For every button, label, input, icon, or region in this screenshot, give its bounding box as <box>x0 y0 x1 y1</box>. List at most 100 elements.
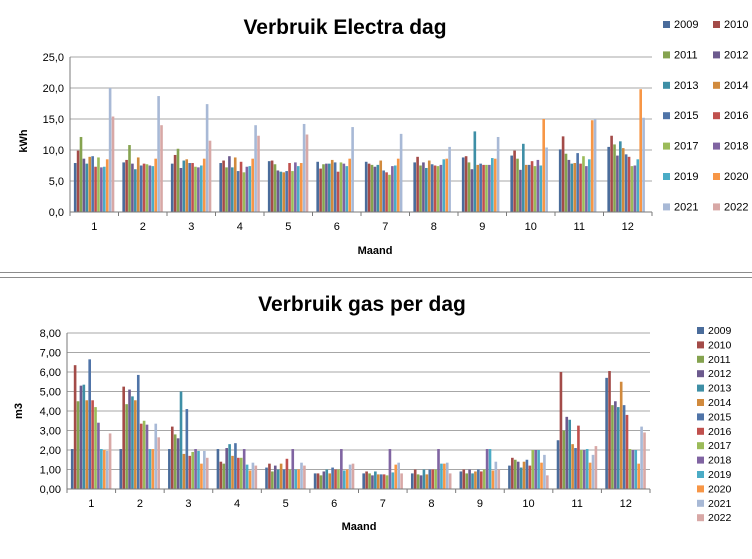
bar <box>576 153 579 212</box>
bar <box>265 467 268 489</box>
bar <box>157 437 160 489</box>
bar <box>440 463 443 489</box>
bar <box>276 170 280 212</box>
bar <box>205 457 209 489</box>
bar <box>188 163 191 212</box>
legend-swatch <box>663 81 670 89</box>
bar <box>490 158 494 212</box>
bar <box>539 165 543 212</box>
chart-title: Verbruik Electra dag <box>243 16 446 39</box>
bar <box>522 461 526 489</box>
bar <box>291 171 294 212</box>
bar <box>445 158 448 212</box>
bar <box>85 163 89 212</box>
bar <box>388 449 392 489</box>
legend-label: 2009 <box>674 19 698 31</box>
bar <box>416 156 419 212</box>
x-tick-label: 11 <box>574 221 585 233</box>
y-tick-label: 1,00 <box>40 465 61 477</box>
bar <box>477 469 480 489</box>
bar <box>543 454 546 489</box>
bar <box>322 471 326 489</box>
bar <box>574 448 577 489</box>
bar <box>76 150 80 212</box>
bar <box>191 163 194 212</box>
bar <box>461 157 465 212</box>
bar <box>479 471 483 489</box>
legend-label: 2010 <box>708 339 732 351</box>
bar <box>573 163 577 212</box>
bar <box>379 474 383 489</box>
bar <box>590 120 594 212</box>
bar <box>448 146 451 212</box>
bar <box>200 463 203 489</box>
y-tick-label: 5,0 <box>49 176 64 188</box>
legend-swatch <box>713 142 720 150</box>
x-tick-label: 4 <box>234 498 240 510</box>
bar <box>170 163 174 212</box>
y-tick-label: 0,00 <box>40 484 61 496</box>
bar <box>519 169 522 212</box>
bar <box>642 117 645 212</box>
bar <box>319 168 322 212</box>
x-tick-label: 6 <box>331 498 337 510</box>
y-axis-label: kWh <box>18 129 30 153</box>
bar <box>282 469 286 489</box>
bar <box>468 469 471 489</box>
bar <box>462 469 466 489</box>
legend-label: 2015 <box>708 411 732 423</box>
bar <box>427 160 431 212</box>
bar <box>73 365 77 489</box>
bar <box>633 165 637 212</box>
bar <box>362 473 366 489</box>
legend-swatch <box>697 384 704 392</box>
bar <box>239 161 243 212</box>
bar <box>616 407 620 489</box>
bar <box>513 459 517 489</box>
legend-label: 2019 <box>708 469 732 481</box>
legend-swatch <box>713 173 720 180</box>
bar <box>128 145 131 212</box>
bar <box>299 163 303 212</box>
bar <box>608 371 611 489</box>
bar <box>382 170 385 212</box>
bar <box>534 450 537 489</box>
bar <box>303 465 306 489</box>
legend-label: 2020 <box>724 171 748 183</box>
bar <box>413 469 417 489</box>
bar <box>122 386 125 489</box>
x-tick-label: 4 <box>237 221 243 233</box>
legend-swatch <box>713 112 720 120</box>
bar <box>270 160 274 212</box>
bar <box>542 119 545 212</box>
bar <box>288 163 291 212</box>
bar <box>148 165 152 212</box>
x-tick-label: 1 <box>91 221 97 233</box>
legend-swatch <box>697 370 704 378</box>
bar <box>125 159 128 212</box>
bar <box>82 158 86 212</box>
bar <box>643 432 646 489</box>
bar <box>248 166 252 212</box>
bar <box>630 166 634 212</box>
bar <box>431 469 434 489</box>
bar <box>94 166 97 212</box>
bar <box>391 472 395 489</box>
bar <box>119 449 123 489</box>
bar <box>582 450 586 489</box>
bar <box>488 449 492 489</box>
bar <box>73 163 77 212</box>
bar <box>376 164 380 212</box>
bar <box>422 162 425 212</box>
legend-label: 2021 <box>708 498 732 510</box>
x-tick-label: 5 <box>285 221 291 233</box>
legend-label: 2016 <box>708 426 732 438</box>
legend-label: 2014 <box>708 397 732 409</box>
bar <box>139 423 143 489</box>
bar <box>419 475 423 489</box>
legend-swatch <box>663 51 670 59</box>
bar <box>559 372 563 489</box>
bar <box>294 469 297 489</box>
bar <box>345 166 349 212</box>
legend-swatch <box>663 142 670 150</box>
